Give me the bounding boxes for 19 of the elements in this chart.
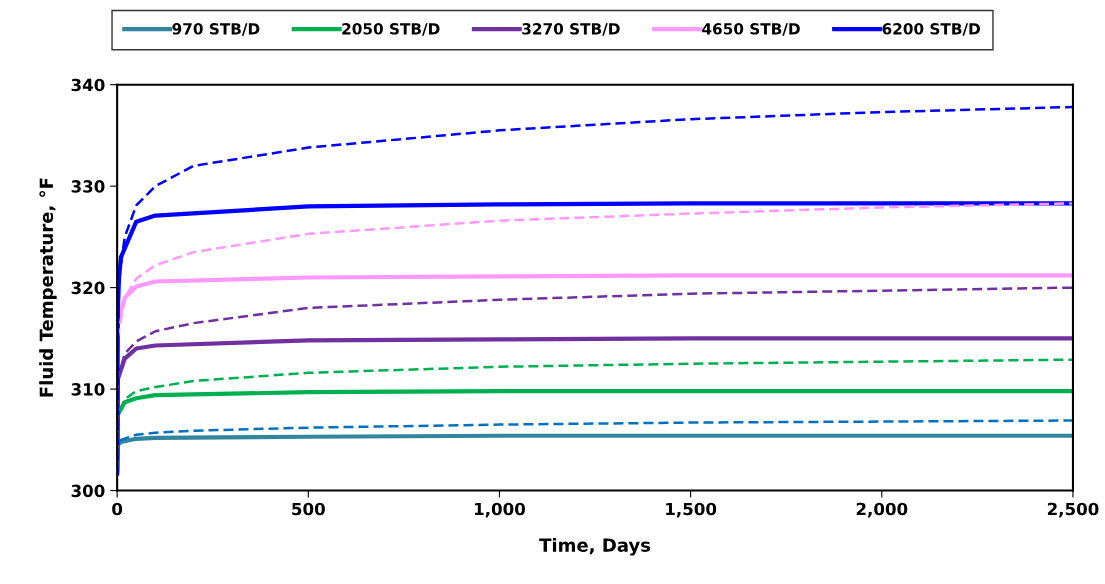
legend-label: 2050 STB/D [342, 23, 440, 36]
y-tick-label: 310 [71, 383, 105, 396]
legend-label: 3270 STB/D [522, 23, 620, 36]
x-tick-label: 1,500 [666, 502, 717, 518]
line-series [117, 202, 1073, 340]
x-tick-label: 0 [112, 502, 123, 516]
y-tick-label: 320 [71, 281, 105, 295]
x-tick-label: 500 [292, 502, 325, 516]
x-tick-label: 2,500 [1047, 502, 1099, 518]
y-tick-label: 330 [71, 180, 105, 193]
y-tick-label: 340 [71, 78, 105, 92]
y-axis-title: Fluid Temperature, °F [39, 178, 57, 397]
legend-label: 4650 STB/D [702, 23, 800, 36]
legend-label: 970 STB/D [172, 23, 260, 36]
legend-label: 6200 STB/D [882, 23, 980, 36]
x-tick-label: 2,000 [856, 502, 908, 518]
x-tick-label: 1,000 [474, 502, 526, 518]
x-axis-title: Time, Days [539, 537, 651, 556]
y-tick-label: 300 [71, 484, 105, 498]
